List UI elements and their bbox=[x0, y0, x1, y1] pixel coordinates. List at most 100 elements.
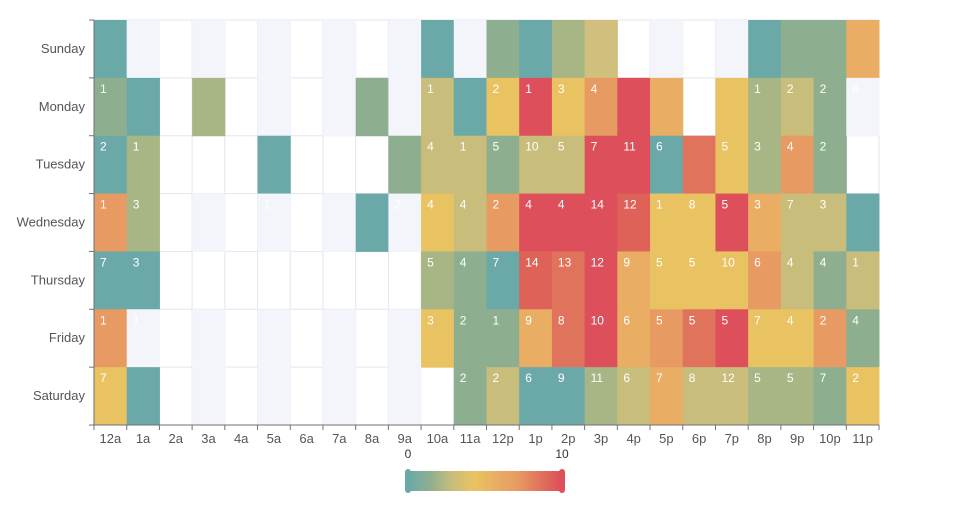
heatmap-cell[interactable] bbox=[388, 309, 422, 368]
heatmap-cell[interactable] bbox=[519, 367, 553, 426]
heatmap-cell[interactable] bbox=[486, 77, 520, 137]
heatmap-cell[interactable] bbox=[715, 20, 749, 79]
heatmap-cell[interactable] bbox=[421, 251, 455, 310]
heatmap-cell[interactable] bbox=[780, 309, 815, 368]
heatmap-cell[interactable] bbox=[715, 135, 749, 195]
heatmap-cell[interactable] bbox=[388, 77, 422, 137]
heatmap-cell[interactable] bbox=[486, 367, 520, 426]
heatmap-cell[interactable] bbox=[682, 193, 716, 252]
heatmap-cell[interactable] bbox=[846, 20, 880, 79]
heatmap-cell[interactable] bbox=[126, 193, 160, 252]
heatmap-cell[interactable] bbox=[355, 193, 389, 252]
heatmap-cell[interactable] bbox=[715, 309, 749, 368]
heatmap-cell[interactable] bbox=[748, 309, 782, 368]
heatmap-cell[interactable] bbox=[813, 77, 847, 137]
heatmap-cell[interactable] bbox=[94, 367, 128, 426]
visual-map[interactable]: 0 10 bbox=[405, 447, 569, 493]
heatmap-cell[interactable] bbox=[421, 193, 455, 252]
heatmap-cell[interactable] bbox=[617, 251, 651, 310]
heatmap-cell[interactable] bbox=[519, 20, 553, 79]
heatmap-cell[interactable] bbox=[846, 367, 880, 426]
heatmap-cell[interactable] bbox=[715, 367, 749, 426]
heatmap-cell[interactable] bbox=[551, 193, 586, 252]
heatmap-cell[interactable] bbox=[126, 135, 160, 195]
heatmap-cell[interactable] bbox=[551, 367, 586, 426]
heatmap-cell[interactable] bbox=[192, 367, 226, 426]
heatmap-cell[interactable] bbox=[584, 309, 618, 368]
heatmap-cell[interactable] bbox=[126, 367, 160, 426]
heatmap-cell[interactable] bbox=[192, 193, 226, 252]
heatmap-cell[interactable] bbox=[453, 251, 487, 310]
heatmap-cell[interactable] bbox=[421, 20, 455, 79]
heatmap-cell[interactable] bbox=[715, 193, 749, 252]
heatmap-cell[interactable] bbox=[846, 193, 880, 252]
heatmap-cell[interactable] bbox=[453, 77, 487, 137]
heatmap-cell[interactable] bbox=[650, 20, 684, 79]
heatmap-cell[interactable] bbox=[453, 193, 487, 252]
heatmap-cell[interactable] bbox=[846, 251, 880, 310]
heatmap-cell[interactable] bbox=[748, 193, 782, 252]
heatmap-cell[interactable] bbox=[453, 20, 487, 79]
heatmap-cell[interactable] bbox=[322, 77, 357, 137]
heatmap-cell[interactable] bbox=[94, 135, 128, 195]
heatmap-cell[interactable] bbox=[617, 193, 651, 252]
heatmap-cell[interactable] bbox=[453, 367, 487, 426]
heatmap-cell[interactable] bbox=[94, 20, 128, 79]
heatmap-cell[interactable] bbox=[682, 251, 716, 310]
heatmap-cell[interactable] bbox=[519, 251, 553, 310]
heatmap-cell[interactable] bbox=[650, 135, 684, 195]
heatmap-cell[interactable] bbox=[322, 20, 357, 79]
heatmap-cell[interactable] bbox=[846, 77, 880, 137]
heatmap-cell[interactable] bbox=[94, 251, 128, 310]
heatmap-cell[interactable] bbox=[126, 20, 160, 79]
heatmap-cell[interactable] bbox=[322, 367, 357, 426]
heatmap-cell[interactable] bbox=[584, 77, 618, 137]
heatmap-cell[interactable] bbox=[388, 193, 422, 252]
heatmap-cell[interactable] bbox=[682, 135, 716, 195]
heatmap-cell[interactable] bbox=[192, 20, 226, 79]
heatmap-cell[interactable] bbox=[551, 309, 586, 368]
heatmap-cell[interactable] bbox=[780, 193, 815, 252]
heatmap-cell[interactable] bbox=[126, 309, 160, 368]
heatmap-cell[interactable] bbox=[813, 20, 847, 79]
heatmap-cell[interactable] bbox=[192, 309, 226, 368]
heatmap-cell[interactable] bbox=[486, 20, 520, 79]
heatmap-cell[interactable] bbox=[486, 309, 520, 368]
heatmap-cell[interactable] bbox=[519, 77, 553, 137]
heatmap-cell[interactable] bbox=[780, 77, 815, 137]
heatmap-cell[interactable] bbox=[551, 77, 586, 137]
heatmap-cell[interactable] bbox=[388, 20, 422, 79]
heatmap-cell[interactable] bbox=[421, 77, 455, 137]
heatmap-cell[interactable] bbox=[551, 20, 586, 79]
heatmap-cell[interactable] bbox=[486, 251, 520, 310]
heatmap-cell[interactable] bbox=[617, 77, 651, 137]
heatmap-cell[interactable] bbox=[748, 20, 782, 79]
visual-map-handle-min[interactable] bbox=[405, 469, 411, 493]
heatmap-cell[interactable] bbox=[519, 193, 553, 252]
heatmap-cell[interactable] bbox=[780, 367, 815, 426]
heatmap-cell[interactable] bbox=[748, 367, 782, 426]
heatmap-cell[interactable] bbox=[650, 251, 684, 310]
heatmap-cell[interactable] bbox=[388, 135, 422, 195]
heatmap-cell[interactable] bbox=[813, 251, 847, 310]
heatmap-cell[interactable] bbox=[257, 367, 291, 426]
heatmap-cell[interactable] bbox=[94, 309, 128, 368]
heatmap-cell[interactable] bbox=[813, 135, 847, 195]
heatmap-cell[interactable] bbox=[126, 77, 160, 137]
heatmap-cell[interactable] bbox=[584, 135, 618, 195]
heatmap-cell[interactable] bbox=[322, 309, 357, 368]
heatmap-cell[interactable] bbox=[192, 77, 226, 137]
heatmap-cell[interactable] bbox=[813, 309, 847, 368]
heatmap-cell[interactable] bbox=[780, 135, 815, 195]
heatmap-cell[interactable] bbox=[421, 135, 455, 195]
heatmap-cell[interactable] bbox=[584, 367, 618, 426]
heatmap-cell[interactable] bbox=[355, 77, 389, 137]
heatmap-cell[interactable] bbox=[617, 309, 651, 368]
heatmap-cell[interactable] bbox=[650, 77, 684, 137]
heatmap-cell[interactable] bbox=[322, 193, 357, 252]
heatmap-cell[interactable] bbox=[780, 251, 815, 310]
heatmap-cell[interactable] bbox=[257, 193, 291, 252]
heatmap-cell[interactable] bbox=[748, 135, 782, 195]
heatmap-cell[interactable] bbox=[551, 251, 586, 310]
heatmap-cell[interactable] bbox=[715, 251, 749, 310]
